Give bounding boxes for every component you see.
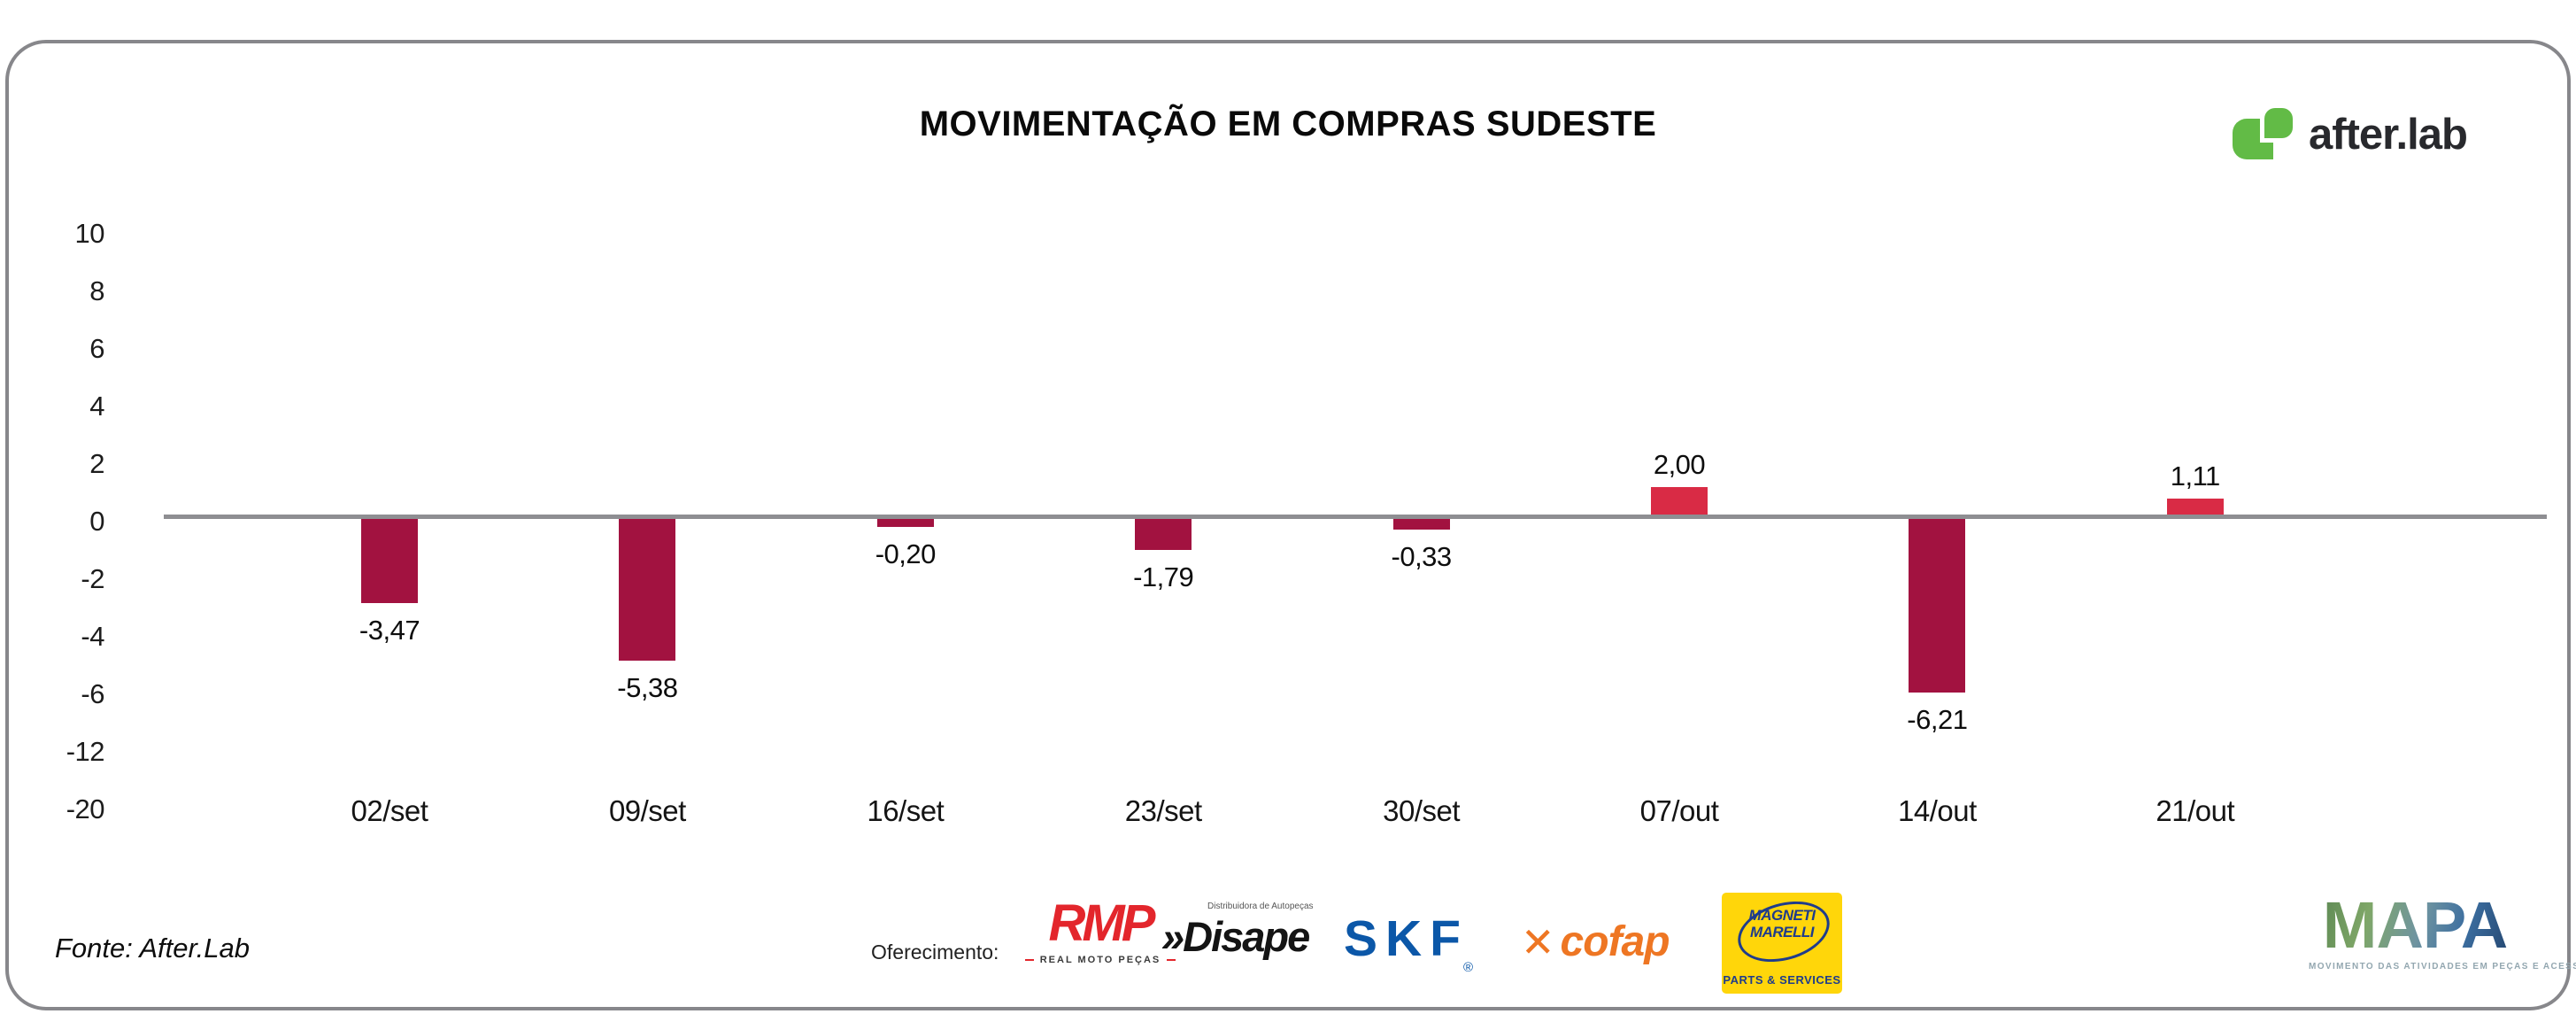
y-axis-tick-label: -6 <box>81 678 104 709</box>
rmp-rule-left-icon <box>1025 959 1034 961</box>
leaf-petal-small <box>2264 108 2293 138</box>
zero-baseline <box>164 515 2547 519</box>
cofap-x-icon: ✕ <box>1521 919 1555 965</box>
rmp-rule-right-icon <box>1167 959 1176 961</box>
y-axis-tick-label: -12 <box>66 736 105 767</box>
y-axis-tick-label: 10 <box>74 218 105 249</box>
sponsor-logo-cofap: ✕ cofap <box>1521 921 1670 964</box>
data-bar <box>2166 499 2224 515</box>
sponsor-logo-skf: SKF® <box>1344 914 1474 976</box>
mapa-tagline: MOVIMENTO DAS ATIVIDADES EM PEÇAS E ACES… <box>2309 962 2576 971</box>
data-value-label: -0,33 <box>1391 541 1453 572</box>
rmp-tagline: REAL MOTO PEÇAS <box>1025 955 1176 965</box>
y-axis-tick-label: 6 <box>89 333 104 364</box>
data-bar <box>619 519 676 661</box>
mapa-wordmark: MAPA <box>2309 893 2521 958</box>
chart-card <box>5 40 2571 1010</box>
afterlab-logo: after.lab <box>2233 108 2468 161</box>
afterlab-leaf-icon <box>2233 108 2296 161</box>
x-axis-date-label: 21/out <box>2156 794 2235 827</box>
y-axis-tick-label: 0 <box>89 506 104 537</box>
y-axis-tick-label: -20 <box>66 793 105 824</box>
data-bar <box>1909 519 1966 693</box>
data-value-label: -5,38 <box>617 672 678 703</box>
data-bar <box>1135 519 1192 550</box>
skf-registered-mark: ® <box>1463 960 1474 975</box>
sponsor-logo-mapa: MAPA MOVIMENTO DAS ATIVIDADES EM PEÇAS E… <box>2309 893 2576 972</box>
x-axis-date-label: 16/set <box>867 794 945 827</box>
x-axis-date-label: 09/set <box>608 794 686 827</box>
source-note: Fonte: After.Lab <box>55 933 250 964</box>
y-axis-tick-label: -4 <box>81 621 104 652</box>
data-value-label: 1,11 <box>2170 461 2221 492</box>
y-axis-tick-label: -2 <box>81 563 104 594</box>
y-axis-tick-label: 4 <box>89 391 104 422</box>
data-value-label: -1,79 <box>1133 561 1194 592</box>
sponsor-logo-rmp: RMP REAL MOTO PEÇAS <box>1025 898 1176 965</box>
rmp-wordmark: RMP <box>1048 894 1156 952</box>
data-bar <box>361 519 418 603</box>
x-axis-date-label: 02/set <box>351 794 428 827</box>
disape-wordmark: »Disape <box>1161 913 1310 960</box>
x-axis-date-label: 14/out <box>1898 794 1977 827</box>
data-bar <box>1392 519 1450 530</box>
x-axis-date-label: 23/set <box>1124 794 1202 827</box>
x-axis-date-label: 07/out <box>1639 794 1719 827</box>
data-value-label: -3,47 <box>359 615 420 646</box>
y-axis-tick-label: 8 <box>89 275 104 306</box>
skf-wordmark: SKF <box>1344 910 1469 967</box>
magneti-wordmark-line2: MARELLI <box>1749 924 1815 940</box>
sponsor-logo-magneti-marelli: MAGNETI MARELLI PARTS & SERVICES <box>1722 891 1842 994</box>
x-axis-date-label: 30/set <box>1383 794 1461 827</box>
data-value-label: 2,00 <box>1653 449 1706 480</box>
chart-title: MOVIMENTAÇÃO EM COMPRAS SUDESTE <box>919 104 1657 143</box>
y-axis-tick-label: 2 <box>89 448 104 479</box>
disape-tagline: Distribuidora de Autopeças <box>1207 902 1314 911</box>
sponsor-logo-disape: Distribuidora de Autopeças »Disape <box>1161 902 1334 960</box>
data-bar <box>876 519 934 527</box>
data-value-label: -6,21 <box>1907 704 1968 735</box>
afterlab-wordmark: after.lab <box>2309 111 2468 159</box>
magneti-wordmark-line1: MAGNETI <box>1748 907 1816 924</box>
cofap-wordmark: cofap <box>1560 918 1670 965</box>
offering-label: Oferecimento: <box>871 940 999 964</box>
magneti-tagline: PARTS & SERVICES <box>1723 973 1841 987</box>
data-bar <box>1651 487 1708 515</box>
data-value-label: -0,20 <box>875 538 937 569</box>
